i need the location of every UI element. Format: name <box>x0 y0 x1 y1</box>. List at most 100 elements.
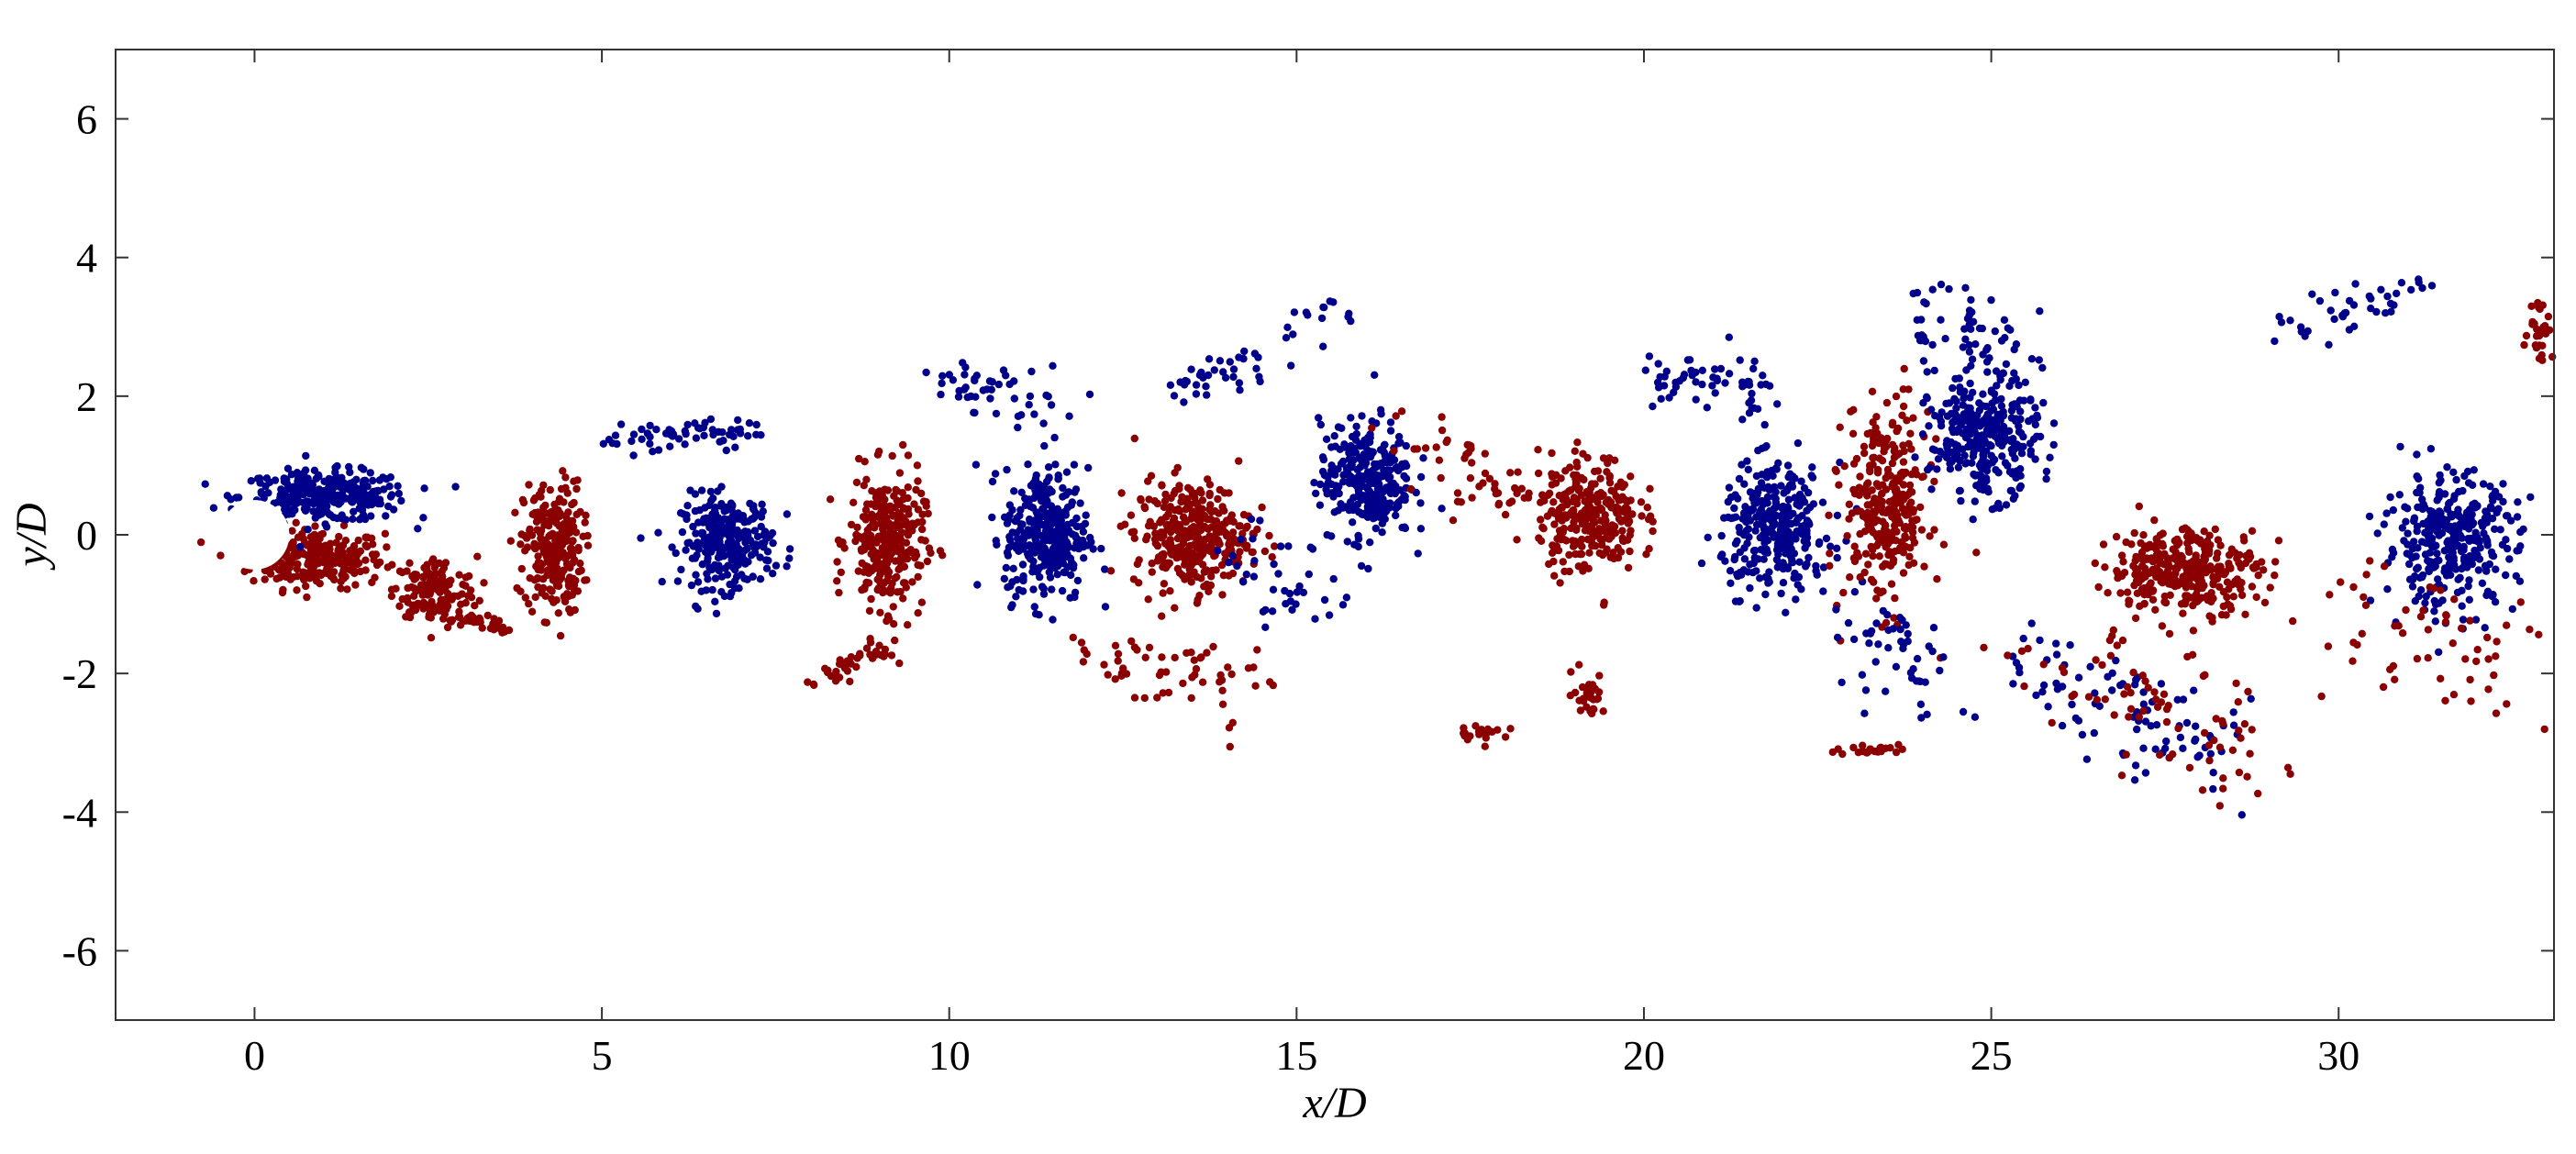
particle-point <box>1772 555 1782 564</box>
particle-point <box>1941 335 1949 343</box>
particle-point <box>1749 559 1758 568</box>
particle-point <box>1223 532 1231 540</box>
particle-point <box>1874 538 1883 547</box>
particle-point <box>1235 522 1243 530</box>
particle-point <box>733 529 741 538</box>
particle-point <box>866 650 874 659</box>
particle-point <box>1054 474 1063 483</box>
particle-point <box>1951 410 1960 419</box>
particle-point <box>862 644 872 652</box>
particle-point <box>1042 391 1050 400</box>
particle-point <box>1111 641 1120 649</box>
particle-point <box>2049 419 2059 427</box>
particle-point <box>1483 725 1493 734</box>
particle-point <box>2407 285 2415 294</box>
particle-point <box>1355 490 1364 498</box>
particle-point <box>2226 563 2235 571</box>
particle-point <box>1593 695 1601 704</box>
particle-point <box>1195 371 1205 380</box>
particle-point <box>1079 658 1088 666</box>
particle-point <box>265 478 274 486</box>
particle-point <box>1975 324 1984 333</box>
particle-point <box>1588 709 1596 718</box>
particle-point <box>700 535 709 543</box>
particle-point <box>833 577 841 585</box>
particle-point <box>785 554 794 562</box>
particle-point <box>1400 492 1408 500</box>
particle-point <box>1779 579 1788 587</box>
particle-point <box>1371 371 1379 379</box>
particle-point <box>722 542 731 551</box>
particle-point <box>1070 460 1079 469</box>
particle-point <box>2435 648 2443 657</box>
particle-point <box>2178 560 2187 569</box>
particle-point <box>1068 498 1077 506</box>
particle-point <box>1961 335 1970 343</box>
particle-point <box>2513 513 2522 521</box>
particle-point <box>1721 379 1729 387</box>
particle-point <box>552 564 561 572</box>
particle-point <box>537 493 545 501</box>
particle-point <box>389 505 398 514</box>
particle-point <box>1571 479 1581 487</box>
particle-point <box>1908 534 1917 542</box>
particle-point <box>2345 326 2354 334</box>
particle-point <box>1905 501 1914 509</box>
particle-point <box>1114 657 1122 665</box>
particle-point <box>1587 480 1596 488</box>
particle-point <box>1839 588 1848 597</box>
particle-point <box>2182 532 2192 541</box>
particle-point <box>1569 512 1578 520</box>
particle-point <box>209 504 218 512</box>
particle-point <box>886 502 894 510</box>
particle-point <box>2526 493 2535 502</box>
particle-point <box>739 555 749 564</box>
particle-point <box>1203 580 1211 589</box>
particle-point <box>382 512 390 520</box>
particle-point <box>1864 560 1872 569</box>
particle-point <box>292 552 300 560</box>
particle-point <box>2487 548 2496 557</box>
particle-point <box>1173 564 1183 573</box>
particle-point <box>1045 473 1053 483</box>
particle-point <box>2183 526 2192 534</box>
particle-point <box>1158 653 1166 661</box>
particle-point <box>1662 367 1671 375</box>
particle-point <box>1649 402 1657 411</box>
particle-point <box>688 554 696 562</box>
particle-point <box>2274 537 2283 545</box>
particle-point <box>1080 646 1089 654</box>
particle-point <box>1043 509 1051 518</box>
particle-point <box>1959 343 1968 351</box>
particle-point <box>904 621 912 629</box>
particle-point <box>1788 483 1797 491</box>
particle-point <box>711 574 720 583</box>
particle-point <box>1129 575 1138 583</box>
particle-point <box>350 507 358 516</box>
particle-point <box>2467 534 2475 543</box>
particle-point <box>1534 469 1543 478</box>
particle-point <box>720 592 729 601</box>
particle-point <box>1807 472 1815 480</box>
particle-point <box>1792 595 1800 604</box>
particle-point <box>1957 496 1965 505</box>
particle-point <box>1614 544 1622 552</box>
particle-point <box>1849 554 1859 562</box>
particle-point <box>1582 703 1591 711</box>
particle-point <box>2388 553 2396 561</box>
particle-point <box>574 546 583 555</box>
particle-point <box>316 580 324 588</box>
particle-point <box>1972 549 1981 557</box>
particle-point <box>2148 554 2156 562</box>
particle-point <box>1749 364 1758 373</box>
particle-point <box>2180 598 2189 607</box>
particle-point <box>1748 389 1756 398</box>
particle-point <box>1368 417 1376 426</box>
particle-point <box>196 538 205 547</box>
particle-point <box>498 628 506 637</box>
particle-point <box>1211 537 1220 545</box>
particle-point <box>1219 368 1227 376</box>
particle-point <box>1228 569 1238 578</box>
particle-point <box>677 565 685 574</box>
particle-point <box>1220 506 1228 515</box>
